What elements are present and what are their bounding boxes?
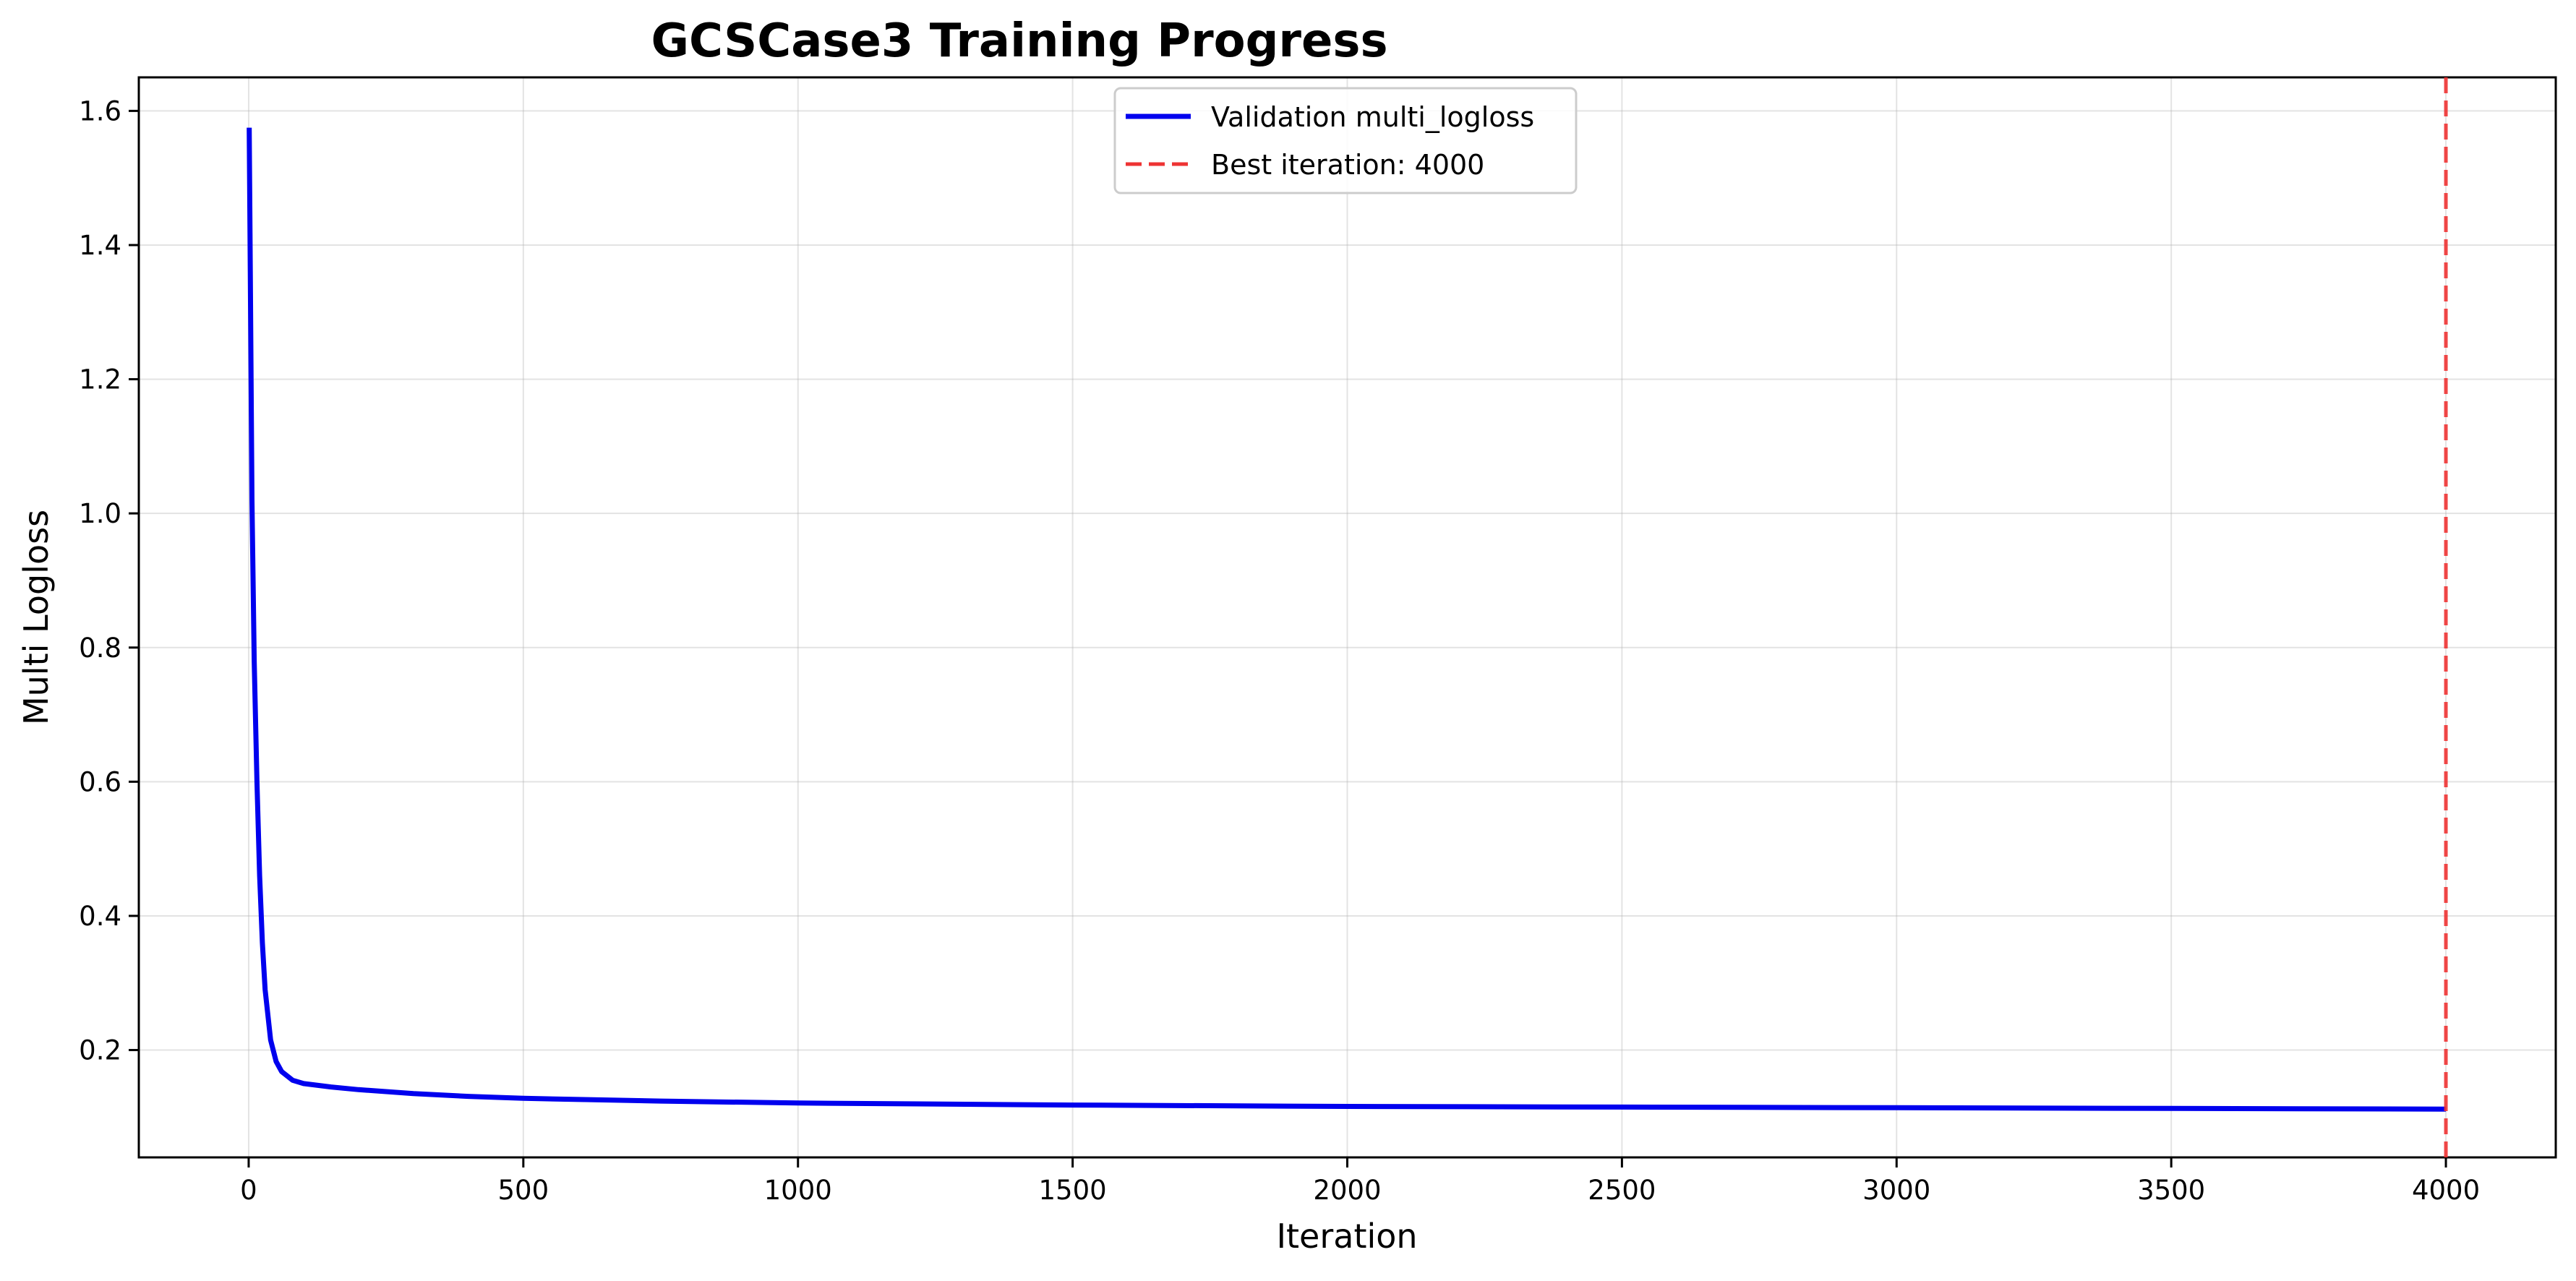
y-tick-label-1.6: 1.6 [79, 95, 121, 127]
legend-box [1113, 87, 1578, 194]
y-tick-label-0.4: 0.4 [79, 901, 121, 932]
x-axis-label: Iteration [1276, 1217, 1417, 1256]
y-tick-label-0.8: 0.8 [79, 633, 121, 664]
y-axis-label: Multi Logloss [17, 510, 56, 725]
x-tick-label-3500: 3500 [2137, 1175, 2205, 1206]
y-tick-label-1: 1.0 [79, 498, 121, 529]
legend-label-validation: Validation multi_logloss [1211, 101, 1534, 133]
legend: Validation multi_logloss Best iteration:… [1113, 87, 1578, 194]
axis-ticks: 0 500 1000 1500 2000 2500 3000 3500 4000 0.2 0.4 0.… [79, 95, 2480, 1206]
legend-label-best-iteration: Best iteration: 4000 [1211, 149, 1484, 181]
y-tick-label-0.2: 0.2 [79, 1035, 121, 1066]
series-line-validation [247, 127, 2447, 1112]
x-tick-label-0: 0 [240, 1175, 257, 1206]
y-tick-label-0.6: 0.6 [79, 766, 121, 797]
x-tick-label-1500: 1500 [1039, 1175, 1107, 1206]
y-tick-label-1.4: 1.4 [79, 230, 121, 261]
chart-title: GCSCase3 Training Progress [651, 14, 1387, 68]
grid [139, 77, 2556, 1157]
series-layer [247, 77, 2448, 1157]
x-tick-label-2500: 2500 [1588, 1175, 1656, 1206]
x-tick-label-500: 500 [498, 1175, 549, 1206]
x-tick-label-4000: 4000 [2412, 1175, 2480, 1206]
x-tick-label-1000: 1000 [764, 1175, 832, 1206]
x-tick-label-2000: 2000 [1313, 1175, 1381, 1206]
x-tick-label-3000: 3000 [1862, 1175, 1930, 1206]
y-tick-label-1.2: 1.2 [79, 364, 121, 395]
